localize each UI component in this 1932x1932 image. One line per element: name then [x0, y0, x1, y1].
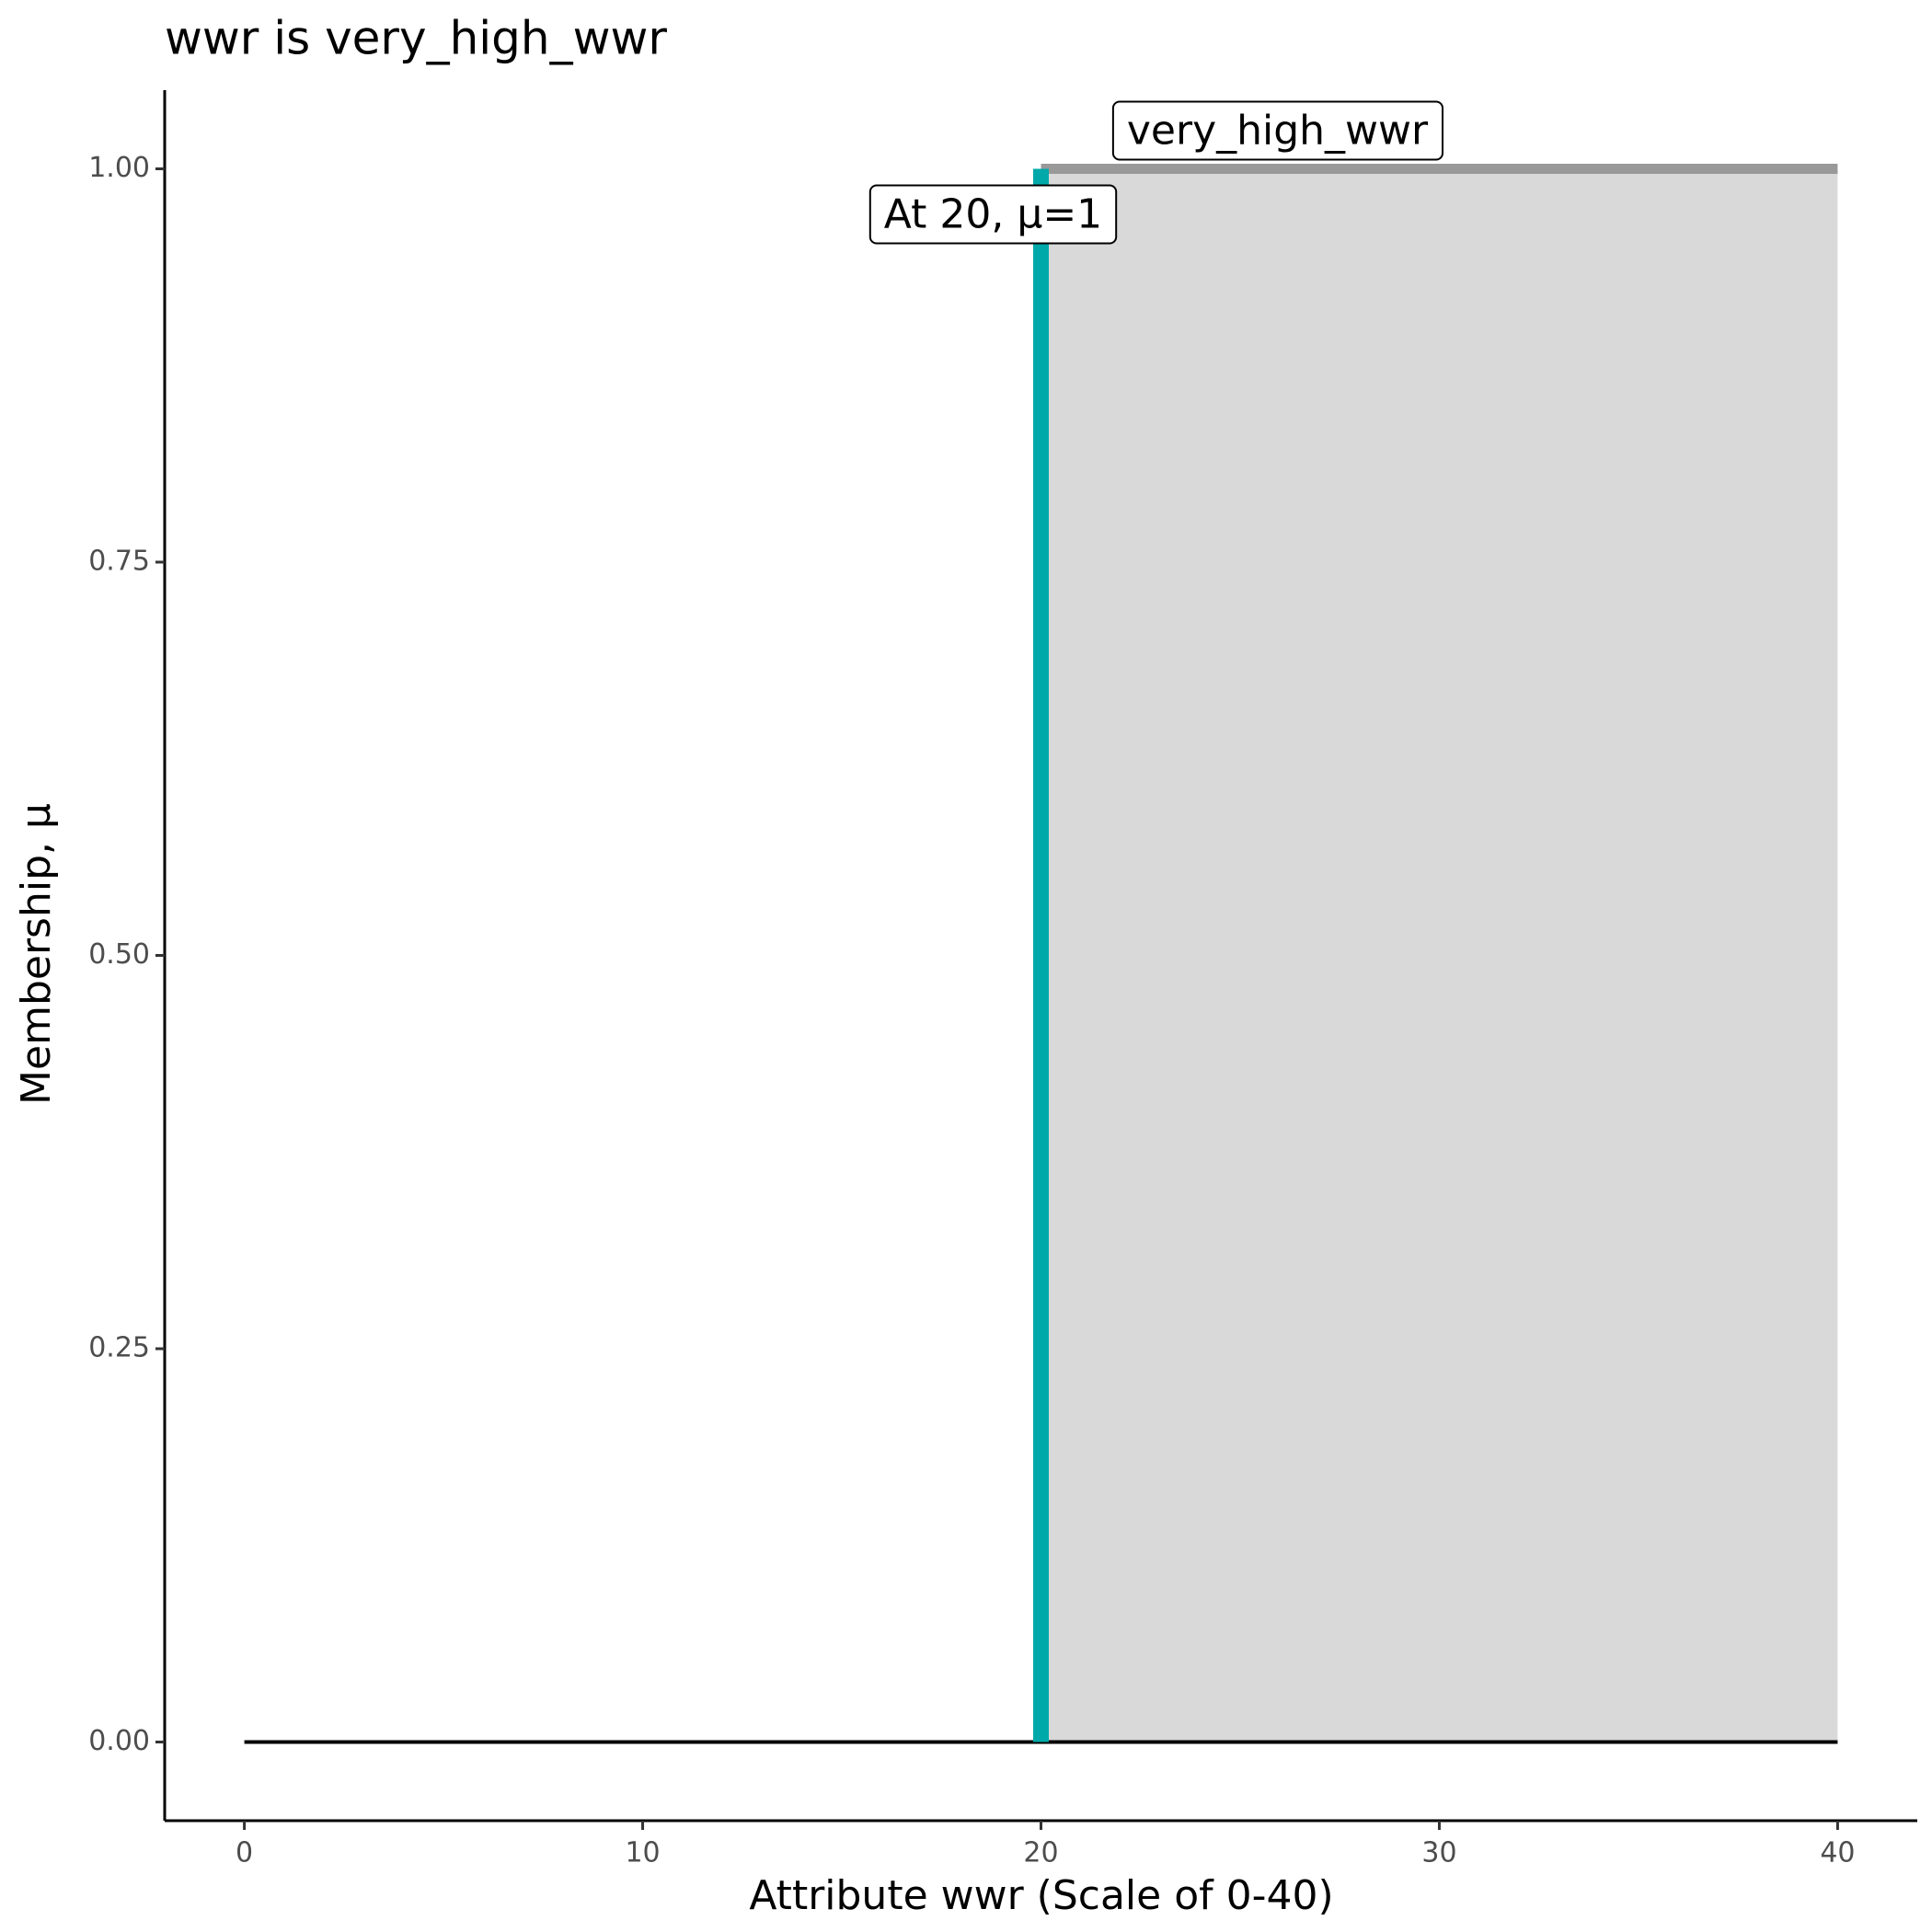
y-axis-title: Membership, μ: [13, 803, 60, 1105]
x-tick-label: 20: [1023, 1837, 1058, 1869]
set-label: very_high_wwr: [1127, 108, 1429, 155]
x-tick-label: 10: [625, 1837, 660, 1869]
x-axis-title: Attribute wwr (Scale of 0-40): [749, 1872, 1333, 1919]
y-tick-label: 0.50: [88, 938, 150, 971]
set-label-box: [1111, 100, 1444, 161]
point-label-box: [868, 184, 1118, 245]
y-tick-label: 1.00: [88, 152, 150, 184]
membership-area: [1041, 168, 1838, 1742]
point-label: At 20, μ=1: [884, 191, 1102, 238]
chart-title: wwr is very_high_wwr: [165, 12, 667, 65]
y-tick-label: 0.25: [88, 1332, 150, 1364]
y-tick-label: 0.75: [88, 546, 150, 578]
x-tick-label: 0: [236, 1837, 253, 1869]
y-tick-label: 0.00: [88, 1725, 150, 1757]
x-tick-label: 40: [1820, 1837, 1855, 1869]
x-tick-label: 30: [1421, 1837, 1456, 1869]
